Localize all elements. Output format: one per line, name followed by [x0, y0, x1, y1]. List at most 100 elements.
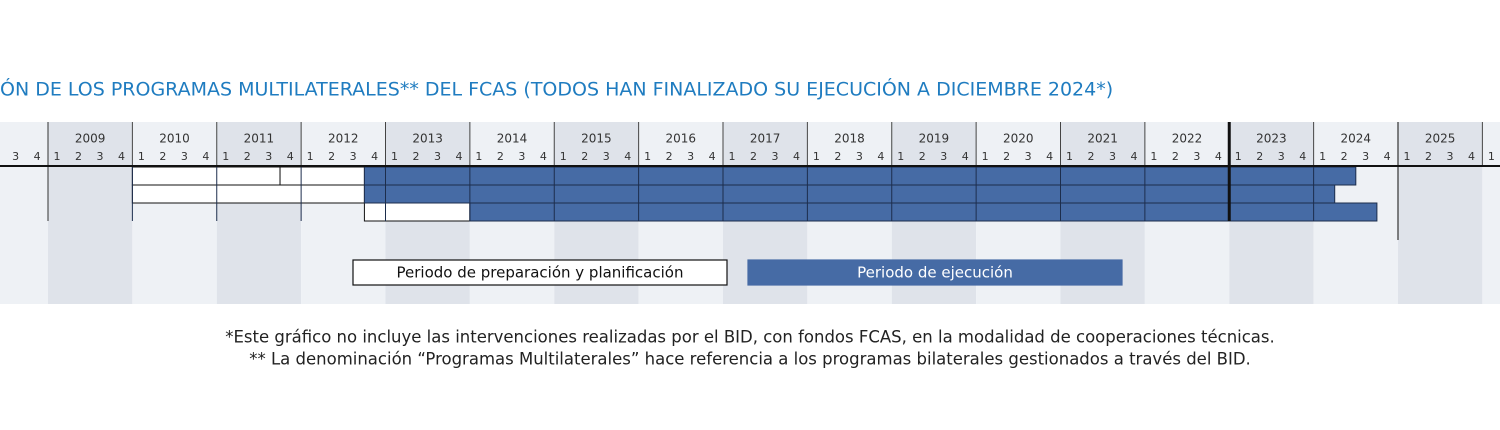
quarter-label: 1: [138, 150, 145, 163]
quarter-label: 1: [1150, 150, 1157, 163]
quarter-label: 4: [202, 150, 209, 163]
year-column: [1398, 122, 1483, 304]
quarter-label: 3: [687, 150, 694, 163]
quarter-label: 3: [434, 150, 441, 163]
quarter-label: 3: [12, 150, 19, 163]
quarter-label: 3: [1278, 150, 1285, 163]
quarter-label: 4: [34, 150, 41, 163]
legend-swatch: [747, 259, 1123, 286]
quarter-label: 2: [1341, 150, 1348, 163]
quarter-label: 4: [540, 150, 547, 163]
execution-bar: [363, 184, 1336, 204]
preparation-bar: [131, 166, 281, 186]
quarter-label: 4: [709, 150, 716, 163]
quarter-label: 2: [1172, 150, 1179, 163]
quarter-label: 3: [350, 150, 357, 163]
quarter-label: 4: [624, 150, 631, 163]
quarter-label: 2: [1425, 150, 1432, 163]
year-label: 2021: [1087, 132, 1118, 146]
quarter-label: 3: [1447, 150, 1454, 163]
quarter-label: 4: [1468, 150, 1475, 163]
year-label: 2013: [412, 132, 443, 146]
preparation-bar: [363, 202, 471, 222]
quarter-label: 1: [54, 150, 61, 163]
year-label: 2022: [1172, 132, 1203, 146]
quarter-label: 3: [1362, 150, 1369, 163]
year-label: 2020: [1003, 132, 1034, 146]
year-label: 2017: [750, 132, 781, 146]
quarter-label: 2: [1003, 150, 1010, 163]
quarter-label: 4: [962, 150, 969, 163]
year-label: 2018: [834, 132, 865, 146]
quarter-label: 4: [1046, 150, 1053, 163]
chart-title: ÓN DE LOS PROGRAMAS MULTILATERALES** DEL…: [0, 77, 1113, 101]
quarter-label: 1: [1235, 150, 1242, 163]
legend-label: Periodo de ejecución: [857, 264, 1013, 282]
year-label: 2014: [497, 132, 528, 146]
quarter-label: 1: [1319, 150, 1326, 163]
quarter-label: 3: [1193, 150, 1200, 163]
year-label: 2015: [581, 132, 612, 146]
quarter-label: 4: [793, 150, 800, 163]
quarter-label: 3: [1025, 150, 1032, 163]
year-label: 2023: [1256, 132, 1287, 146]
quarter-label: 4: [287, 150, 294, 163]
quarter-label: 1: [391, 150, 398, 163]
footnote: ** La denominación “Programas Multilater…: [249, 350, 1251, 369]
quarter-label: 2: [75, 150, 82, 163]
year-label: 2010: [159, 132, 190, 146]
quarter-label: 4: [371, 150, 378, 163]
quarter-label: 3: [97, 150, 104, 163]
quarter-label: 3: [772, 150, 779, 163]
quarter-label: 1: [307, 150, 314, 163]
preparation-bar: [131, 184, 365, 204]
quarter-label: 2: [244, 150, 251, 163]
quarter-label: 1: [813, 150, 820, 163]
execution-bar: [469, 202, 1378, 222]
quarter-label: 1: [729, 150, 736, 163]
quarter-label: 1: [644, 150, 651, 163]
quarter-label: 3: [518, 150, 525, 163]
year-label: 2016: [666, 132, 697, 146]
quarter-label: 1: [1488, 150, 1495, 163]
quarter-label: 3: [940, 150, 947, 163]
legend-swatch: [352, 259, 728, 286]
quarter-label: 1: [1404, 150, 1411, 163]
quarter-label: 1: [560, 150, 567, 163]
quarter-label: 1: [475, 150, 482, 163]
year-column: [48, 122, 133, 304]
quarter-label: 2: [919, 150, 926, 163]
year-column: [1482, 122, 1500, 304]
quarter-label: 1: [222, 150, 229, 163]
year-column: [132, 122, 217, 304]
year-label: 2025: [1425, 132, 1456, 146]
quarter-label: 3: [1109, 150, 1116, 163]
quarter-label: 2: [328, 150, 335, 163]
quarter-label: 4: [877, 150, 884, 163]
quarter-label: 3: [265, 150, 272, 163]
quarter-label: 3: [856, 150, 863, 163]
year-label: 2009: [75, 132, 106, 146]
quarter-label: 2: [497, 150, 504, 163]
quarter-label: 2: [666, 150, 673, 163]
quarter-label: 4: [456, 150, 463, 163]
quarter-label: 2: [834, 150, 841, 163]
quarter-label: 1: [982, 150, 989, 163]
legend-label: Periodo de preparación y planificación: [397, 264, 684, 282]
year-label: 2011: [244, 132, 275, 146]
quarter-label: 4: [1215, 150, 1222, 163]
year-column: [0, 122, 48, 304]
execution-bar: [363, 166, 1357, 186]
quarter-label: 4: [1384, 150, 1391, 163]
quarter-label: 2: [1256, 150, 1263, 163]
quarter-label: 1: [1066, 150, 1073, 163]
quarter-label: 1: [897, 150, 904, 163]
quarter-label: 2: [1088, 150, 1095, 163]
quarter-label: 2: [159, 150, 166, 163]
preparation-bar: [279, 166, 365, 186]
year-label: 2012: [328, 132, 359, 146]
quarter-label: 4: [1131, 150, 1138, 163]
quarter-label: 2: [581, 150, 588, 163]
quarter-label: 3: [181, 150, 188, 163]
